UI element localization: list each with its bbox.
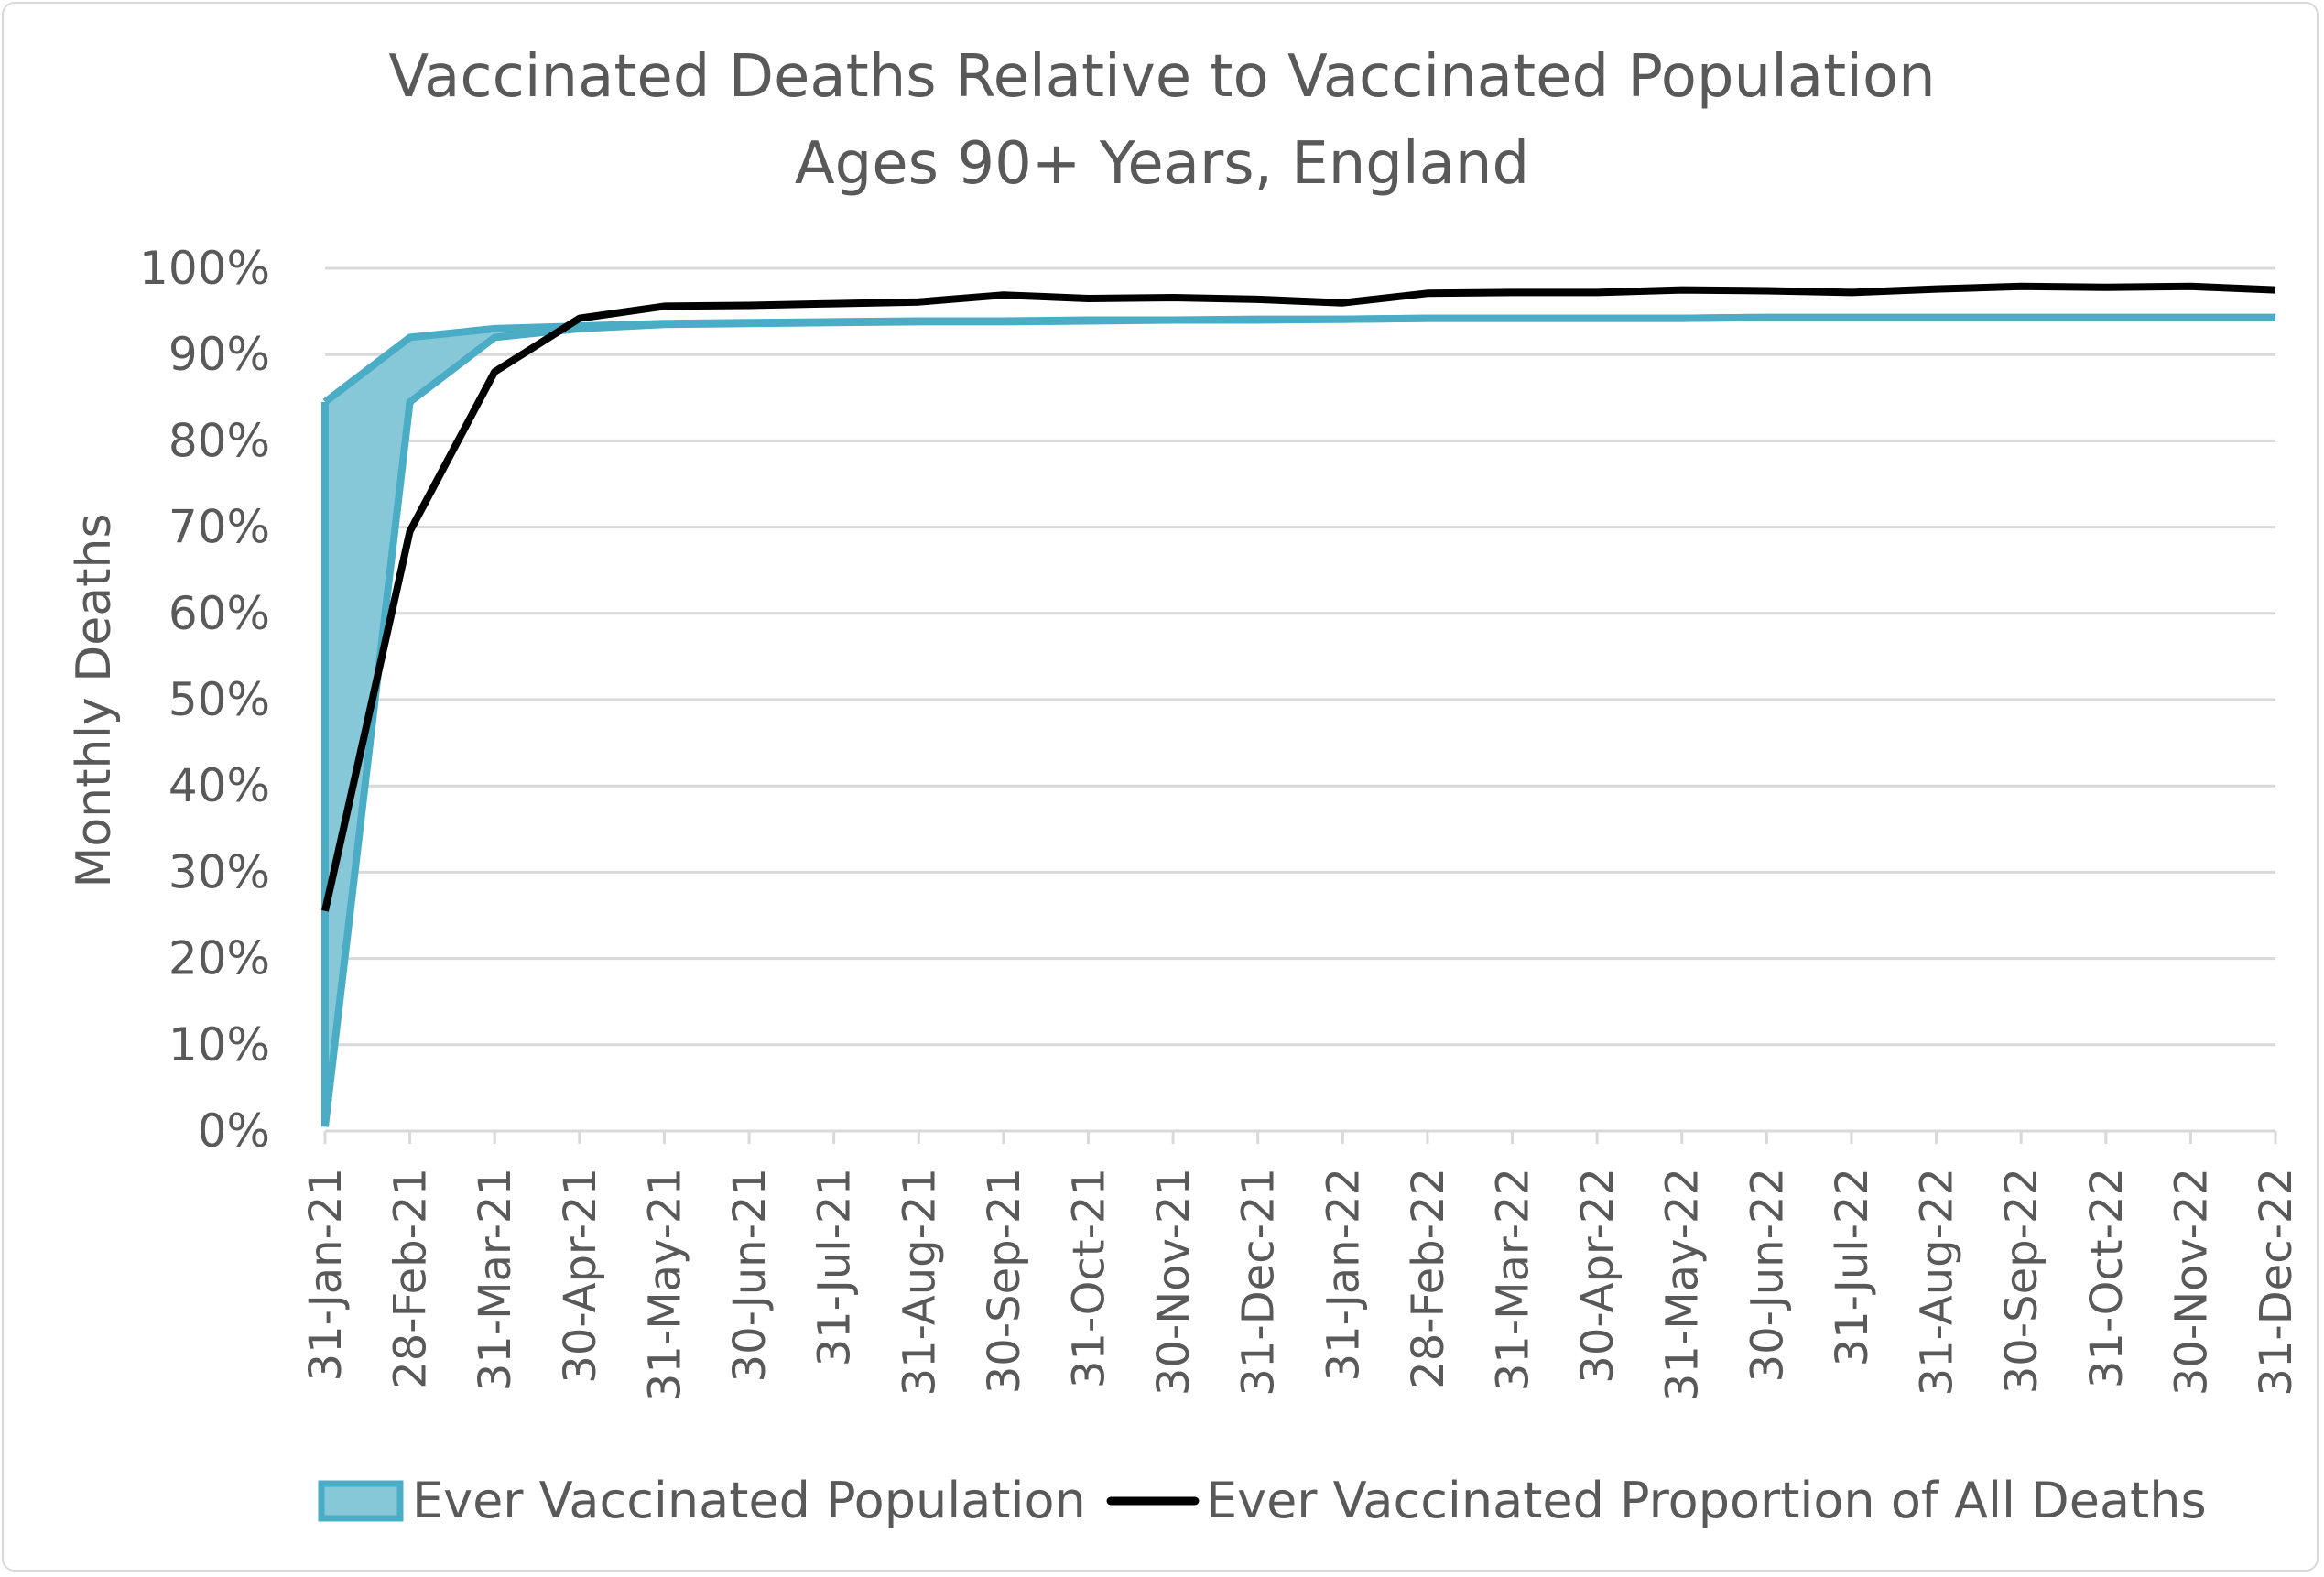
y-tick-label: 50% — [168, 673, 270, 726]
y-tick-label: 90% — [168, 328, 270, 381]
x-axis-ticks: 31-Jan-21 28-Feb-21 31-Mar-21 30-Apr-21 31-M… — [300, 1131, 2302, 1401]
x-tick-label: 31-Jan-21 — [300, 1168, 352, 1381]
x-tick-label: 31-Jul-22 — [1827, 1168, 1878, 1366]
legend-label-ever-vaccinated-proportion: Ever Vaccinated Proportion of All Deaths — [1206, 1472, 2207, 1529]
series-ever-vaccinated-population-lower-edge — [321, 313, 2275, 1127]
y-tick-label: 0% — [198, 1104, 270, 1158]
x-tick-label: 31-May-22 — [1657, 1168, 1709, 1401]
y-tick-label: 70% — [168, 501, 270, 554]
x-tick-label: 30-Nov-22 — [2166, 1168, 2217, 1396]
y-tick-label: 60% — [168, 587, 270, 640]
legend-label-ever-vaccinated-population: Ever Vaccinated Population — [412, 1472, 1086, 1529]
x-tick-label: 31-Dec-22 — [2251, 1168, 2302, 1397]
x-tick-label: 30-Apr-22 — [1572, 1168, 1624, 1384]
x-tick-label: 31-Aug-21 — [894, 1168, 945, 1396]
x-tick-label: 30-Jun-21 — [724, 1168, 776, 1382]
x-tick-label: 31-Oct-22 — [2081, 1168, 2133, 1388]
y-tick-label: 30% — [168, 845, 270, 898]
series-ever-vaccinated-population-upper-edge — [322, 313, 2275, 406]
series-layer — [321, 282, 2276, 1127]
y-tick-label: 100% — [139, 242, 270, 295]
x-tick-label: 30-Sep-21 — [979, 1168, 1030, 1394]
x-tick-label: 30-Nov-21 — [1148, 1168, 1200, 1396]
x-tick-label: 28-Feb-22 — [1403, 1168, 1454, 1389]
x-tick-label: 31-May-21 — [639, 1168, 690, 1401]
y-tick-label: 80% — [168, 414, 270, 467]
y-tick-label: 40% — [168, 759, 270, 812]
chart-subtitle: Ages 90+ Years, England — [795, 130, 1529, 198]
y-axis-title: Monthly Deaths — [67, 513, 122, 887]
x-tick-label: 31-Jan-22 — [1318, 1168, 1369, 1381]
x-tick-label: 31-Dec-21 — [1233, 1168, 1285, 1397]
x-tick-label: 30-Apr-21 — [555, 1168, 606, 1384]
series-ever-vaccinated-population-fill — [325, 317, 2275, 1127]
gridlines — [325, 266, 2275, 1133]
x-tick-label: 31-Jul-21 — [809, 1168, 861, 1366]
x-tick-label: 31-Mar-22 — [1488, 1168, 1539, 1391]
legend-swatch-ever-vaccinated-population — [318, 1480, 404, 1522]
x-tick-label: 31-Aug-22 — [1912, 1168, 1963, 1396]
x-tick-label: 31-Oct-21 — [1063, 1168, 1114, 1388]
x-tick-label: 31-Mar-21 — [470, 1168, 521, 1391]
y-tick-label: 10% — [168, 1018, 270, 1071]
y-axis-ticks: 0% 10% 20% 30% 40% 50% 60% 70% 80% 90% 100% — [139, 242, 270, 1158]
chart-title: Vaccinated Deaths Relative to Vaccinated… — [388, 43, 1935, 111]
x-tick-label: 28-Feb-21 — [386, 1168, 437, 1389]
legend: Ever Vaccinated Population Ever Vaccinat… — [318, 1472, 2207, 1529]
series-ever-vaccinated-proportion-line — [321, 282, 2276, 912]
x-tick-label: 30-Sep-22 — [1996, 1168, 2047, 1394]
x-tick-label: 30-Jun-22 — [1742, 1168, 1793, 1382]
y-tick-label: 20% — [168, 932, 270, 985]
